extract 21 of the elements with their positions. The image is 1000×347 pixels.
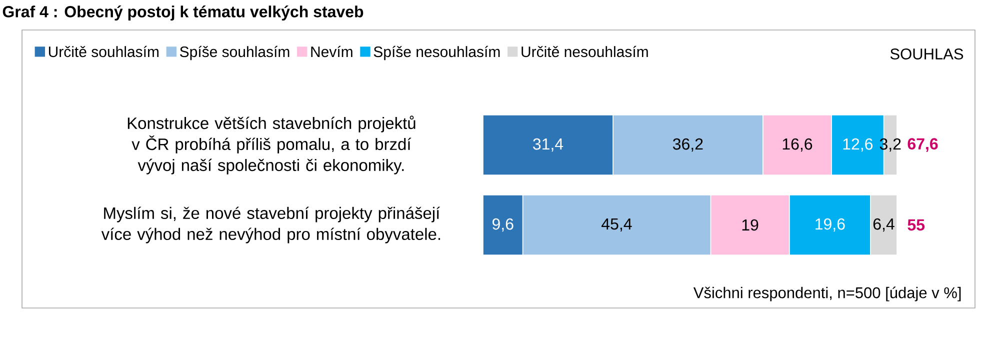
y-tick-label: Konstrukce větších stavebních projektů v ČR probíhá příliš pomalu, a to brzdí vývoj naší společnosti či ekonomiky.	[128, 116, 416, 174]
legend-label: Spíše souhlasím	[180, 46, 290, 60]
data-label: 19	[742, 219, 758, 231]
data-label: 6,4	[873, 218, 894, 232]
data-label: 19,6	[816, 218, 845, 232]
data-label: 36,2	[672, 138, 703, 152]
annotation: 67,6	[908, 138, 938, 152]
data-label: 16,6	[782, 138, 812, 152]
legend-label: Určitě souhlasím	[48, 46, 158, 58]
legend-label: Určitě nesouhlasím	[522, 46, 648, 58]
text: Graf 4 : Obecný postoj k tématu velkých staveb	[2, 5, 364, 21]
data-label: 31,4	[533, 138, 564, 152]
legend-label: Nevím	[311, 46, 352, 58]
data-label: 12,6	[843, 138, 873, 152]
y-tick-label: Myslím si, že nové stavební projekty přinášejí více výhod než nevýhod pro místní obyvatele.	[101, 206, 440, 244]
text: Všichni respondenti, n=500 [údaje v %]	[693, 286, 961, 302]
data-label: 45,4	[602, 218, 632, 232]
text: SOUHLAS	[890, 48, 964, 60]
annotation: 55	[908, 219, 925, 231]
data-label: 9,6	[492, 218, 514, 232]
legend-label: Spíše nesouhlasím	[374, 46, 500, 60]
